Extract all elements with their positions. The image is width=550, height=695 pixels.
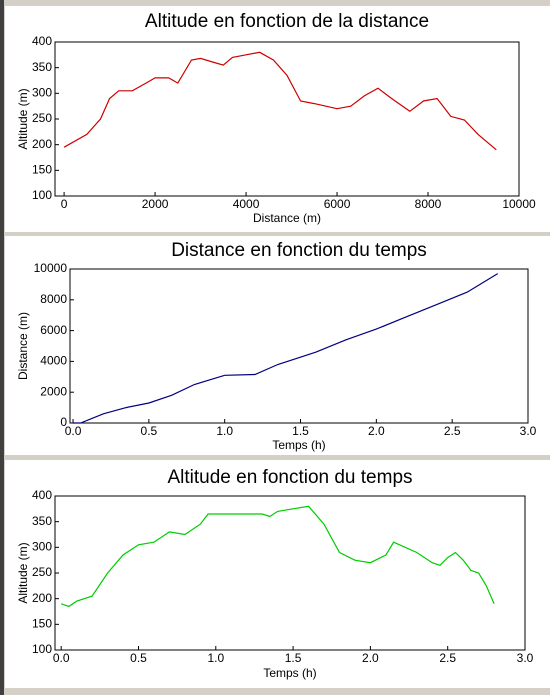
y-tick-label: 400 [32,34,52,48]
y-tick-label: 250 [32,565,52,579]
plot-frame [54,495,526,651]
window-border [0,0,4,695]
y-tick-label: 300 [32,86,52,100]
x-tick-label: 0.0 [53,651,70,665]
data-line [61,505,495,608]
x-tick-label: 3.0 [517,651,534,665]
x-tick-label: 1.5 [285,651,302,665]
x-tick-label: 0.5 [141,424,158,438]
y-tick-label: 150 [32,617,52,631]
data-line [63,51,497,151]
y-tick-label: 200 [32,137,52,151]
y-tick-label: 350 [32,514,52,528]
y-tick-label: 4000 [40,354,67,368]
y-tick-label: 200 [32,591,52,605]
x-tick-label: 1.5 [292,424,309,438]
x-tick-label: 2.0 [368,424,385,438]
chart-title: Altitude en fonction du temps [167,467,412,488]
x-tick-label: 2000 [142,197,169,211]
y-tick-label: 150 [32,163,52,177]
x-tick-label: 4000 [233,197,260,211]
y-tick-label: 400 [32,488,52,502]
y-axis-label: Altitude (m) [16,542,30,603]
x-tick-label: 1.0 [207,651,224,665]
y-tick-label: 350 [32,60,52,74]
y-tick-label: 2000 [40,384,67,398]
chart-title: Altitude en fonction de la distance [145,11,429,32]
x-axis-label: Distance (m) [253,211,321,225]
x-tick-label: 2.5 [444,424,461,438]
x-tick-label: 1.0 [216,424,233,438]
chart-title: Distance en fonction du temps [171,240,427,261]
plot-frame [54,41,520,197]
plot-frame [69,268,529,424]
x-tick-label: 10000 [502,197,536,211]
x-axis-label: Temps (h) [263,666,316,680]
y-tick-label: 100 [32,188,52,202]
y-tick-label: 300 [32,540,52,554]
y-tick-label: 250 [32,111,52,125]
x-tick-label: 0 [61,197,68,211]
y-axis-label: Altitude (m) [16,88,30,149]
x-axis-label: Temps (h) [272,438,325,452]
x-tick-label: 0.0 [65,424,82,438]
x-tick-label: 0.5 [130,651,147,665]
x-tick-label: 2.5 [439,651,456,665]
x-tick-label: 3.0 [520,424,537,438]
y-tick-label: 0 [60,415,67,429]
y-axis-label: Distance (m) [16,312,30,380]
x-tick-label: 8000 [415,197,442,211]
y-tick-label: 100 [32,642,52,656]
x-tick-label: 2.0 [362,651,379,665]
x-tick-label: 6000 [324,197,351,211]
y-tick-label: 6000 [40,323,67,337]
y-tick-label: 10000 [34,261,68,275]
data-line [73,273,499,424]
y-tick-label: 8000 [40,292,67,306]
